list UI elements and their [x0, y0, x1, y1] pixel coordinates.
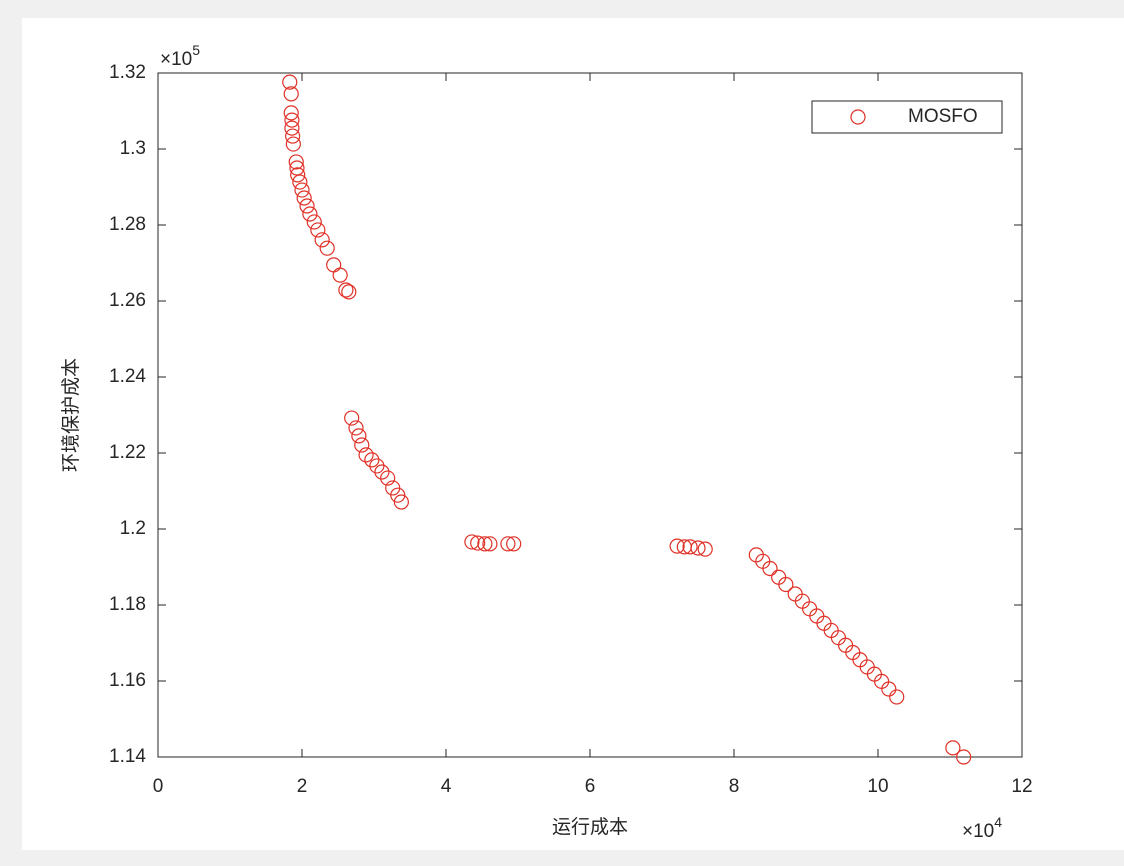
x-multiplier-exponent: 4 [994, 814, 1002, 830]
scatter-point [690, 540, 706, 556]
scatter-point [294, 182, 310, 198]
scatter-point [284, 112, 300, 128]
y-tick-label: 1.26 [109, 290, 146, 311]
x-axis-label: 运行成本 [552, 816, 628, 838]
scatter-point [306, 214, 322, 230]
scatter-point [284, 120, 300, 136]
scatter-point [374, 464, 390, 480]
scatter-point [358, 447, 374, 463]
scatter-point [341, 284, 357, 300]
y-tick-label: 1.14 [109, 746, 146, 767]
scatter-point [470, 535, 486, 551]
scatter-point [369, 458, 385, 474]
scatter-point [778, 576, 794, 593]
scatter-point [344, 410, 360, 426]
x-multiplier: ×104 [962, 814, 1002, 842]
scatter-point [390, 487, 406, 503]
y-tick-label: 1.24 [109, 366, 146, 387]
y-tick-label: 1.3 [120, 138, 146, 159]
x-tick-label: 8 [729, 776, 740, 797]
scatter-point [697, 541, 713, 557]
scatter-point [669, 538, 685, 554]
scatter-point [945, 740, 961, 756]
plot-area [157, 72, 1023, 758]
scatter-point [296, 190, 312, 206]
y-axis-label: 环境保护成本 [60, 358, 82, 472]
scatter-point [482, 536, 498, 552]
scatter-point [762, 560, 778, 577]
scatter-point [393, 494, 409, 510]
y-multiplier-base: ×10 [160, 49, 192, 70]
scatter-point [285, 136, 301, 152]
legend-marker [850, 109, 866, 125]
x-tick-label: 6 [585, 776, 596, 797]
scatter-point [332, 267, 348, 283]
scatter-point [354, 437, 370, 453]
legend-box [811, 100, 1003, 134]
scatter-point [289, 160, 305, 176]
x-multiplier-base: ×10 [962, 821, 994, 842]
x-tick-label: 2 [297, 776, 308, 797]
y-tick-label: 1.16 [109, 670, 146, 691]
scatter-point [290, 167, 306, 183]
scatter-point [351, 428, 367, 444]
y-tick-label: 1.32 [109, 62, 146, 83]
scatter-point [348, 420, 364, 436]
y-tick-label: 1.2 [120, 518, 146, 539]
scatter-point [285, 128, 301, 144]
scatter-point [283, 105, 299, 121]
y-tick-label: 1.28 [109, 214, 146, 235]
scatter-point [302, 206, 318, 222]
scatter-point [364, 452, 380, 468]
y-multiplier-exponent: 5 [192, 42, 200, 58]
scatter-point [881, 681, 897, 697]
scatter-point [380, 470, 396, 486]
scatter-point [338, 282, 354, 298]
y-tick-label: 1.18 [109, 594, 146, 615]
x-tick-label: 12 [1011, 776, 1032, 797]
scatter-point [288, 154, 304, 170]
scatter-point [506, 536, 522, 552]
scatter-point [464, 534, 480, 550]
scatter-point [282, 74, 298, 90]
scatter-point [314, 232, 330, 248]
x-tick-label: 10 [867, 776, 888, 797]
scatter-point [310, 222, 326, 238]
scatter-point [319, 240, 335, 256]
scatter-point [283, 86, 299, 102]
scatter-point [956, 749, 972, 765]
scatter-point [292, 174, 308, 190]
y-multiplier: ×105 [160, 42, 200, 70]
scatter-point [477, 536, 493, 552]
legend: MOSFO [811, 100, 1003, 134]
scatter-point [889, 689, 905, 705]
x-tick-label: 4 [441, 776, 452, 797]
scatter-point [500, 536, 516, 552]
scatter-point [299, 198, 315, 214]
x-tick-label: 0 [153, 776, 164, 797]
legend-label: MOSFO [908, 106, 978, 127]
scatter-point [682, 539, 698, 555]
y-tick-label: 1.22 [109, 442, 146, 463]
